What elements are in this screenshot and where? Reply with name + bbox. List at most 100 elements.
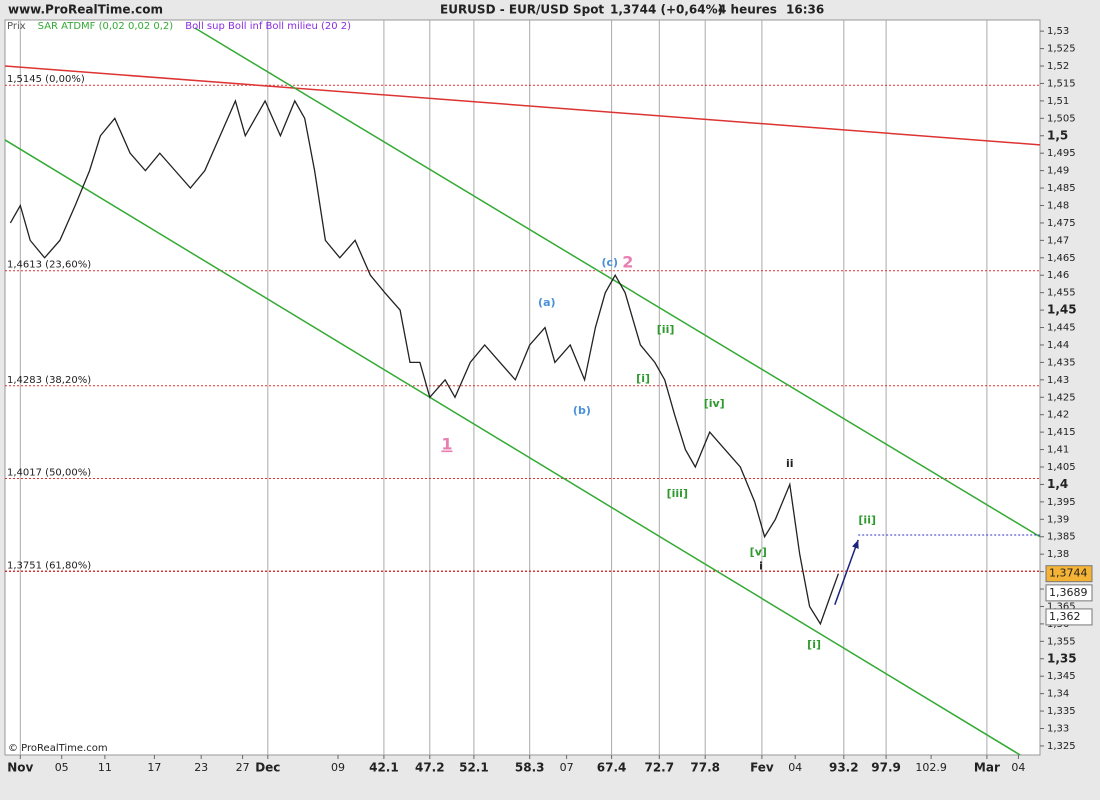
price-badge xyxy=(1045,608,1093,626)
x-tick-label: 97.9 xyxy=(871,761,901,775)
site: www.ProRealTime.com xyxy=(8,3,163,17)
wave-label: (c) xyxy=(602,256,619,269)
x-tick-label: 05 xyxy=(55,761,69,774)
wave-label: [i] xyxy=(807,638,821,651)
x-tick-label: 09 xyxy=(331,761,345,774)
y-tick-label: 1,365 xyxy=(1047,601,1076,612)
fib-label: 1,5145 (0,00%) xyxy=(7,74,85,85)
y-tick-label: 1,47 xyxy=(1047,235,1069,246)
y-tick-label: 1,455 xyxy=(1047,288,1076,299)
trend-line xyxy=(4,139,1021,756)
y-tick-label: 1,51 xyxy=(1047,96,1069,107)
y-tick-label: 1,385 xyxy=(1047,532,1076,543)
trend-line xyxy=(194,27,1041,538)
arrow xyxy=(834,539,859,605)
x-tick-label: 42.1 xyxy=(369,761,399,775)
price-line xyxy=(9,98,840,626)
y-tick-label: 1,4 xyxy=(1047,477,1068,491)
y-tick-label: 1,485 xyxy=(1047,183,1076,194)
wave-label: [v] xyxy=(750,545,767,558)
x-tick-label: 04 xyxy=(788,761,802,774)
x-tick-label: 72.7 xyxy=(644,761,674,775)
y-tick-label: 1,525 xyxy=(1047,44,1076,55)
y-tick-label: 1,39 xyxy=(1047,514,1069,525)
y-tick-label: 1,405 xyxy=(1047,462,1076,473)
y-tick-label: 1,46 xyxy=(1047,270,1069,281)
y-tick-label: 1,33 xyxy=(1047,724,1069,735)
y-tick-label: 1,505 xyxy=(1047,113,1076,124)
y-tick-label: 1,38 xyxy=(1047,549,1069,560)
x-tick-label: 04 xyxy=(1011,761,1025,774)
trend-line xyxy=(4,65,1041,146)
y-tick-label: 1,395 xyxy=(1047,497,1076,508)
x-tick-label: 27 xyxy=(236,761,250,774)
price-badge-label: 1,3744 xyxy=(1049,567,1088,580)
x-tick-label: 58.3 xyxy=(515,761,545,775)
copyright: © ProRealTime.com xyxy=(8,743,108,754)
wave-label: ii xyxy=(786,457,794,470)
y-tick-label: 1,49 xyxy=(1047,166,1069,177)
y-tick-label: 1,475 xyxy=(1047,218,1076,229)
wave-label: (b) xyxy=(573,404,591,417)
wave-label: i xyxy=(759,559,763,572)
last-price: 1,3744 (+0,64%) xyxy=(610,3,723,17)
x-tick-label: Nov xyxy=(7,761,33,775)
y-tick-label: 1,45 xyxy=(1047,303,1077,317)
wave-label: 2 xyxy=(622,253,633,272)
fib-label: 1,4017 (50,00%) xyxy=(7,468,91,479)
legend-item: SAR ATDMF (0,02 0,02 0,2) xyxy=(38,21,174,32)
arrow-head xyxy=(852,539,859,549)
x-tick-label: 93.2 xyxy=(829,761,859,775)
fib-label: 1,4613 (23,60%) xyxy=(7,260,91,271)
legend-item: Boll sup Boll inf Boll milieu (20 2) xyxy=(185,21,351,32)
y-tick-label: 1,52 xyxy=(1047,61,1069,72)
y-tick-label: 1,355 xyxy=(1047,636,1076,647)
x-tick-label: Mar xyxy=(974,761,1000,775)
x-tick-label: 67.4 xyxy=(597,761,627,775)
wave-label: [ii] xyxy=(657,323,675,336)
x-tick-label: 07 xyxy=(560,761,574,774)
fib-label: 1,3751 (61,80%) xyxy=(7,560,91,571)
y-tick-label: 1,335 xyxy=(1047,706,1076,717)
timeframe: 4 heures xyxy=(718,3,777,17)
x-tick-label: 17 xyxy=(147,761,161,774)
y-tick-label: 1,445 xyxy=(1047,323,1076,334)
wave-label: [ii] xyxy=(858,514,876,527)
y-tick-label: 1,35 xyxy=(1047,651,1077,665)
legend-item: Prix xyxy=(7,21,26,32)
y-tick-label: 1,34 xyxy=(1047,689,1069,700)
x-tick-label: 52.1 xyxy=(459,761,489,775)
x-tick-label: 23 xyxy=(194,761,208,774)
y-tick-label: 1,325 xyxy=(1047,741,1076,752)
y-tick-label: 1,42 xyxy=(1047,410,1069,421)
y-tick-label: 1,44 xyxy=(1047,340,1069,351)
fib-label: 1,4283 (38,20%) xyxy=(7,375,91,386)
time: 16:36 xyxy=(786,3,824,17)
y-tick-label: 1,515 xyxy=(1047,78,1076,89)
x-tick-label: 47.2 xyxy=(415,761,445,775)
price-badge xyxy=(1045,584,1093,602)
y-tick-label: 1,435 xyxy=(1047,357,1076,368)
x-tick-label: Dec xyxy=(255,761,280,775)
x-tick-label: 102.9 xyxy=(915,761,947,774)
y-tick-label: 1,5 xyxy=(1047,128,1068,142)
plot-area xyxy=(4,19,1041,756)
y-tick-label: 1,48 xyxy=(1047,200,1069,211)
y-tick-label: 1,465 xyxy=(1047,253,1076,264)
wave-label: 1 xyxy=(441,435,452,454)
y-tick-label: 1,415 xyxy=(1047,427,1076,438)
x-tick-label: Fev xyxy=(750,761,774,775)
chart-title: EURUSD - EUR/USD Spot xyxy=(440,3,604,17)
y-tick-label: 1,495 xyxy=(1047,148,1076,159)
y-tick-label: 1,425 xyxy=(1047,392,1076,403)
price-badge-label: 1,3689 xyxy=(1049,586,1088,599)
y-tick-label: 1,41 xyxy=(1047,445,1069,456)
price-badge-label: 1,362 xyxy=(1049,610,1081,623)
y-tick-label: 1,345 xyxy=(1047,671,1076,682)
wave-label: [i] xyxy=(636,372,650,385)
x-tick-label: 77.8 xyxy=(690,761,720,775)
y-tick-label: 1,43 xyxy=(1047,375,1069,386)
y-tick-label: 1,53 xyxy=(1047,26,1069,37)
